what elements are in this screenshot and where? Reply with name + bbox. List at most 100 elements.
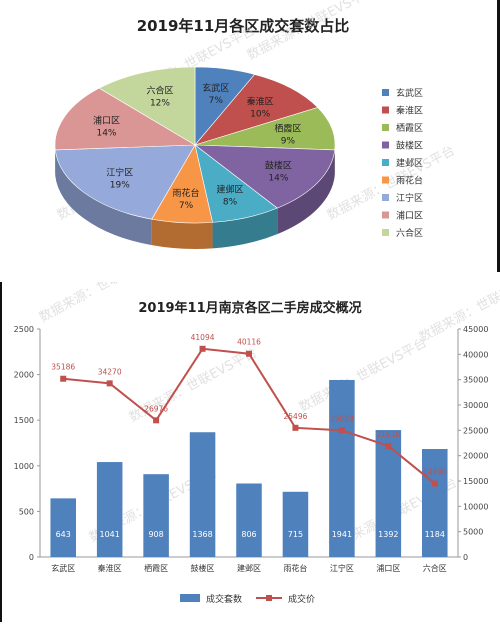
x-tick-label: 浦口区	[376, 563, 400, 573]
pie-slice-percent-label: 9%	[281, 136, 296, 146]
left-tick-label: 2000	[14, 371, 34, 380]
legend-label: 建邺区	[396, 157, 423, 169]
bar	[236, 483, 262, 557]
combo-legend: 成交套数 成交价	[180, 593, 315, 605]
bar-value-label: 1184	[425, 530, 445, 539]
bar-value-label: 715	[288, 530, 303, 539]
line-point	[385, 443, 391, 449]
line-value-label: 40116	[237, 338, 261, 347]
left-tick-label: 2500	[14, 325, 34, 334]
pie-slice-name-label: 栖霞区	[274, 122, 301, 134]
legend-label: 雨花台	[396, 175, 423, 187]
bar-value-label: 643	[56, 530, 71, 539]
bar	[97, 462, 123, 557]
legend-label: 六合区	[396, 227, 423, 239]
bar-value-label: 908	[148, 530, 163, 539]
right-tick-label: 0	[463, 553, 468, 562]
bar-value-label: 1392	[378, 530, 398, 539]
pie-slice-percent-label: 7%	[209, 96, 224, 106]
line-point	[246, 351, 252, 357]
bar	[50, 498, 76, 557]
legend-swatch	[382, 89, 389, 96]
line-value-label: 41094	[191, 333, 215, 342]
legend-label: 鼓楼区	[396, 140, 423, 152]
pie-slice-percent-label: 7%	[179, 201, 194, 211]
pie-slice-name-label: 鼓楼区	[265, 160, 292, 172]
x-tick-label: 六合区	[423, 563, 447, 573]
bar	[283, 492, 309, 557]
combo-chart: 2019年11月南京各区二手房成交概况 数据来源：世联EVS平台数据来源：世联E…	[2, 282, 500, 622]
bar	[143, 474, 169, 557]
line-value-label: 14490	[423, 468, 447, 477]
left-tick-label: 1000	[14, 462, 34, 471]
line-point	[432, 481, 438, 487]
legend-swatch	[382, 159, 389, 166]
right-tick-label: 15000	[463, 477, 488, 486]
legend-label: 江宁区	[396, 192, 423, 204]
pie-slice-name-label: 江宁区	[106, 167, 133, 179]
bar-value-label: 1941	[332, 530, 352, 539]
pie-slice-percent-label: 8%	[223, 197, 238, 207]
legend-swatch	[382, 212, 389, 219]
legend-bar-label: 成交套数	[206, 593, 242, 605]
bar-value-label: 1368	[192, 530, 212, 539]
x-tick-label: 建邺区	[237, 563, 261, 573]
line-point	[153, 417, 159, 423]
left-tick-label: 0	[29, 553, 34, 562]
legend-label: 秦淮区	[396, 105, 423, 117]
legend-swatch	[382, 194, 389, 201]
pie-slice-name-label: 六合区	[146, 85, 173, 97]
legend-swatch	[382, 177, 389, 184]
legend-label: 浦口区	[396, 210, 423, 222]
right-tick-label: 25000	[463, 426, 488, 435]
legend-line-marker	[266, 595, 272, 601]
pie-slice-percent-label: 10%	[250, 109, 270, 119]
bar-value-label: 806	[241, 530, 256, 539]
legend-bar-swatch	[180, 594, 200, 602]
line-value-label: 25496	[284, 412, 308, 421]
pie-slice-percent-label: 14%	[268, 174, 288, 184]
pie-slice-percent-label: 19%	[110, 181, 130, 191]
line-point	[339, 427, 345, 433]
line-value-label: 21918	[376, 430, 400, 439]
legend-label: 栖霞区	[396, 122, 423, 134]
legend-line-label: 成交价	[288, 593, 315, 605]
pie-slice-name-label: 玄武区	[202, 82, 229, 94]
combo-chart-title: 2019年11月南京各区二手房成交概况	[138, 300, 361, 316]
pie-slice-name-label: 建邺区	[217, 183, 244, 195]
right-tick-label: 35000	[463, 376, 488, 385]
x-tick-label: 秦淮区	[98, 563, 122, 573]
pie-chart-panel: 2019年11月各区成交套数占比 数据来源：世联EVS平台数据来源：世联EVS平…	[0, 0, 500, 272]
pie-slice-percent-label: 14%	[96, 128, 116, 138]
pie-slice-percent-label: 12%	[150, 99, 170, 109]
legend-swatch	[382, 124, 389, 131]
watermark-text: 数据来源：世联EVS平台	[297, 335, 430, 415]
left-tick-label: 1500	[14, 416, 34, 425]
line-point	[107, 380, 113, 386]
right-tick-label: 20000	[463, 452, 488, 461]
legend-swatch	[382, 142, 389, 149]
x-tick-label: 江宁区	[330, 563, 354, 573]
pie-chart: 2019年11月各区成交套数占比 数据来源：世联EVS平台数据来源：世联EVS平…	[0, 0, 497, 272]
pie-slice-name-label: 雨花台	[173, 187, 200, 199]
legend-label: 玄武区	[396, 87, 423, 99]
right-tick-label: 45000	[463, 325, 488, 334]
bar	[422, 449, 448, 557]
line-point	[292, 425, 298, 431]
pie-slice-name-label: 浦口区	[93, 114, 120, 126]
x-tick-label: 玄武区	[51, 563, 75, 573]
bar-value-label: 1041	[99, 530, 119, 539]
pie-slice-name-label: 秦淮区	[247, 95, 274, 107]
x-tick-label: 鼓楼区	[191, 563, 215, 573]
line-value-label: 25003	[330, 414, 354, 423]
right-tick-label: 30000	[463, 401, 488, 410]
left-tick-label: 500	[19, 507, 34, 516]
legend-swatch	[382, 107, 389, 114]
right-tick-label: 40000	[463, 350, 488, 359]
right-tick-label: 5000	[463, 528, 483, 537]
line-value-label: 34270	[98, 367, 122, 376]
line-point	[200, 346, 206, 352]
pie-slice-side	[152, 219, 213, 249]
right-tick-label: 10000	[463, 502, 488, 511]
